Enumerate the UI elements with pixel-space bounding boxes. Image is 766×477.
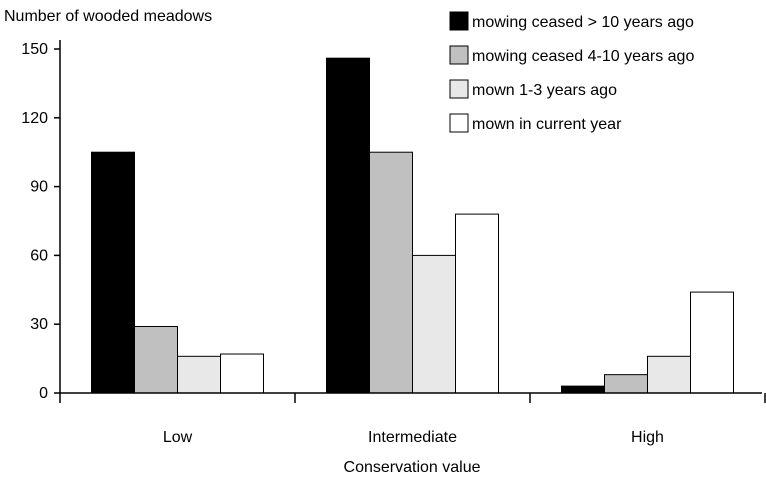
y-tick-label: 150: [21, 41, 48, 58]
legend-label: mowing ceased 4-10 years ago: [472, 48, 694, 65]
legend-label: mowing ceased > 10 years ago: [472, 14, 694, 31]
bar: [604, 374, 648, 394]
bar: [690, 291, 734, 394]
category-label: Low: [163, 429, 193, 446]
bar: [177, 355, 221, 394]
bar: [326, 57, 370, 394]
y-axis-title: Number of wooded meadows: [4, 8, 212, 25]
bar: [455, 213, 499, 394]
legend-swatch: [449, 11, 469, 31]
y-tick-label: 120: [21, 110, 48, 127]
legend-swatch: [449, 113, 469, 133]
bar: [647, 355, 691, 394]
bar: [561, 385, 605, 394]
x-axis-title: Conservation value: [344, 459, 481, 476]
bar: [220, 353, 264, 394]
legend-swatch: [449, 45, 469, 65]
y-tick-label: 0: [39, 385, 48, 402]
category-label: Intermediate: [368, 429, 457, 446]
bar: [412, 254, 456, 394]
bar: [91, 151, 135, 394]
category-label: High: [631, 429, 664, 446]
bar: [134, 325, 178, 394]
axes-group: 0 30 60 90 120 150 Low Intermediate High: [21, 40, 766, 446]
bars-group: [91, 57, 734, 394]
legend: mowing ceased > 10 years ago mowing cease…: [449, 11, 694, 133]
bar: [369, 151, 413, 394]
y-tick-label: 30: [30, 316, 48, 333]
legend-label: mown 1-3 years ago: [472, 82, 617, 99]
legend-label: mown in current year: [472, 116, 622, 133]
legend-swatch: [449, 79, 469, 99]
y-tick-label: 90: [30, 179, 48, 196]
y-tick-label: 60: [30, 247, 48, 264]
